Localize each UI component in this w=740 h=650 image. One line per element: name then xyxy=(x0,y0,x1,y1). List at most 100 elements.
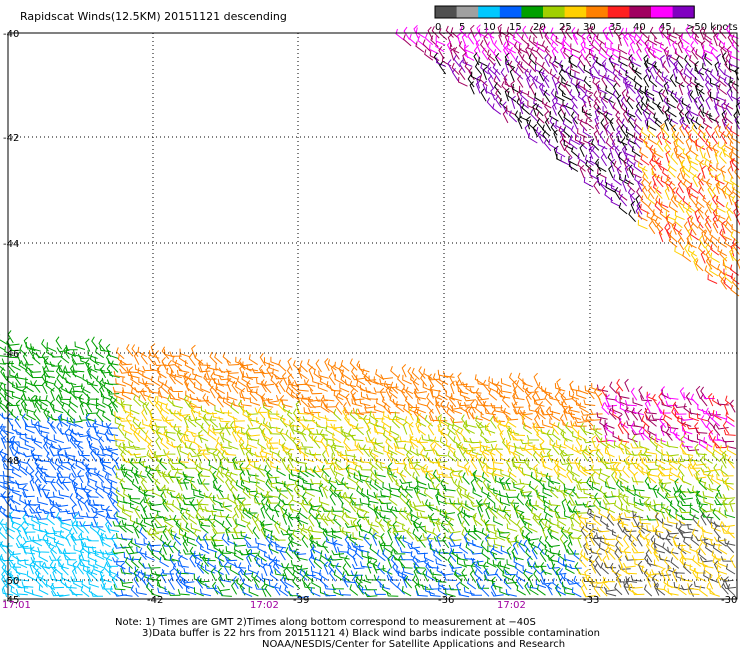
wind-barb xyxy=(600,118,607,132)
wind-barb xyxy=(641,466,652,476)
wind-barb xyxy=(134,505,141,519)
wind-barb xyxy=(483,33,489,48)
wind-barb xyxy=(108,390,118,402)
wind-barb xyxy=(162,498,174,506)
wind-barb xyxy=(665,211,676,221)
wind-barb xyxy=(487,53,496,67)
wind-barb xyxy=(157,375,167,387)
wind-barb xyxy=(85,408,98,415)
wind-barb xyxy=(155,437,162,451)
wind-barb xyxy=(313,557,323,570)
wind-barb xyxy=(494,52,501,67)
wind-barb xyxy=(325,475,337,484)
wind-barb xyxy=(672,569,678,583)
wind-barb xyxy=(188,442,197,455)
wind-barb xyxy=(593,90,601,104)
wind-barb xyxy=(136,546,147,556)
wind-barb xyxy=(23,586,35,596)
wind-barb xyxy=(731,34,740,47)
wind-barb xyxy=(689,544,700,554)
wind-barb xyxy=(554,486,568,492)
wind-barb xyxy=(551,410,561,422)
wind-barb xyxy=(159,457,167,471)
wind-barb xyxy=(351,563,365,570)
wind-barb xyxy=(676,55,684,69)
wind-barb xyxy=(674,216,683,229)
wind-barb xyxy=(275,394,288,401)
wind-barb xyxy=(211,520,218,534)
wind-barb xyxy=(189,546,197,560)
wind-barb xyxy=(337,546,350,553)
wind-barb xyxy=(533,414,541,428)
wind-barb xyxy=(120,533,133,541)
wind-barb xyxy=(525,393,531,407)
wind-barb xyxy=(486,467,497,477)
wind-barb xyxy=(219,590,232,597)
wind-barb xyxy=(559,103,566,117)
wind-barb xyxy=(413,562,426,569)
wind-barb xyxy=(167,540,174,554)
wind-barb xyxy=(631,555,645,561)
wind-barb xyxy=(532,123,539,138)
wind-barb xyxy=(705,407,713,421)
wind-barb xyxy=(354,440,365,450)
wind-barb xyxy=(409,33,418,46)
wind-barb xyxy=(213,369,224,378)
wind-barb xyxy=(205,534,218,541)
wind-barb xyxy=(214,584,224,596)
wind-barb xyxy=(532,450,540,464)
wind-barb xyxy=(238,505,245,519)
wind-barb xyxy=(506,559,517,568)
wind-barb xyxy=(43,435,49,449)
wind-barb xyxy=(442,535,450,549)
wind-barb xyxy=(43,357,49,372)
wind-barb xyxy=(119,543,133,549)
wind-barb xyxy=(698,178,704,192)
wind-barb xyxy=(515,27,523,40)
wind-barb xyxy=(694,208,700,223)
wind-barb xyxy=(557,76,566,88)
wind-barb xyxy=(488,376,498,387)
wind-barb xyxy=(492,62,501,76)
wind-barb xyxy=(683,403,693,415)
wind-barb xyxy=(487,545,498,556)
wind-barb xyxy=(657,464,666,477)
wind-barb xyxy=(526,116,531,130)
wind-barb xyxy=(652,209,662,220)
wind-barb xyxy=(662,60,670,74)
wind-barb xyxy=(445,588,456,597)
wind-barb xyxy=(493,539,505,548)
wind-barb xyxy=(260,492,273,498)
wind-barb xyxy=(687,112,697,123)
wind-barb xyxy=(600,153,608,167)
wind-barb xyxy=(729,498,734,513)
wind-barb xyxy=(209,415,219,428)
wind-barb xyxy=(724,538,736,546)
wind-barb xyxy=(644,45,651,59)
wind-barb xyxy=(202,449,210,462)
wind-barb xyxy=(303,407,315,416)
wind-barb xyxy=(616,165,622,179)
wind-barb xyxy=(681,475,692,486)
wind-barb xyxy=(429,569,442,576)
wind-barb xyxy=(566,470,573,484)
wind-barb xyxy=(524,521,533,534)
wind-barb xyxy=(532,422,540,436)
wind-barb xyxy=(527,522,538,533)
wind-barb xyxy=(720,276,728,290)
wind-barb xyxy=(640,195,650,208)
wind-barb xyxy=(322,485,328,499)
wind-barb xyxy=(144,571,155,582)
wind-barb xyxy=(157,367,167,379)
wind-barb xyxy=(462,513,470,527)
wind-barb xyxy=(706,178,713,192)
wind-barb xyxy=(553,569,567,576)
wind-barb xyxy=(212,427,225,434)
wind-barb xyxy=(451,405,463,415)
wind-barb xyxy=(718,75,727,87)
wind-barb xyxy=(227,374,238,385)
wind-barb xyxy=(45,579,56,591)
wind-barb xyxy=(610,196,621,207)
wind-barb xyxy=(717,100,728,110)
wind-barb xyxy=(389,425,400,437)
